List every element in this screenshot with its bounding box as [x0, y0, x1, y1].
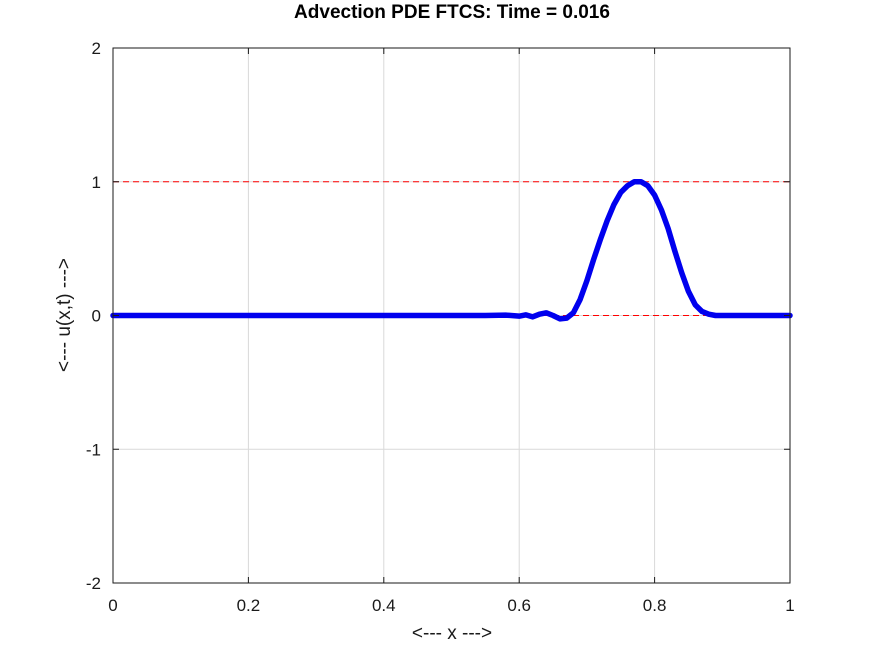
- y-tick-label: 0: [92, 307, 101, 326]
- x-tick-label: 1: [785, 596, 794, 615]
- x-tick-label: 0.6: [507, 596, 531, 615]
- series-layer: [110, 179, 793, 322]
- x-tick-label: 0.4: [372, 596, 396, 615]
- x-tick-label: 0: [108, 596, 117, 615]
- y-tick-label: 1: [92, 173, 101, 192]
- chart-title: Advection PDE FTCS: Time = 0.016: [294, 2, 610, 23]
- series-line: [110, 179, 793, 322]
- x-axis-label: <--- x --->: [412, 623, 492, 644]
- ticks: 0 0.2 0.4 0.6 0.8 1 -2 -1 0 1 2: [86, 39, 795, 615]
- y-tick-label: -1: [86, 440, 101, 459]
- y-axis-label: <--- u(x,t) --->: [54, 258, 75, 372]
- x-tick-label: 0.8: [643, 596, 667, 615]
- y-tick-label: -2: [86, 574, 101, 593]
- y-tick-label: 2: [92, 39, 101, 58]
- x-tick-label: 0.2: [237, 596, 261, 615]
